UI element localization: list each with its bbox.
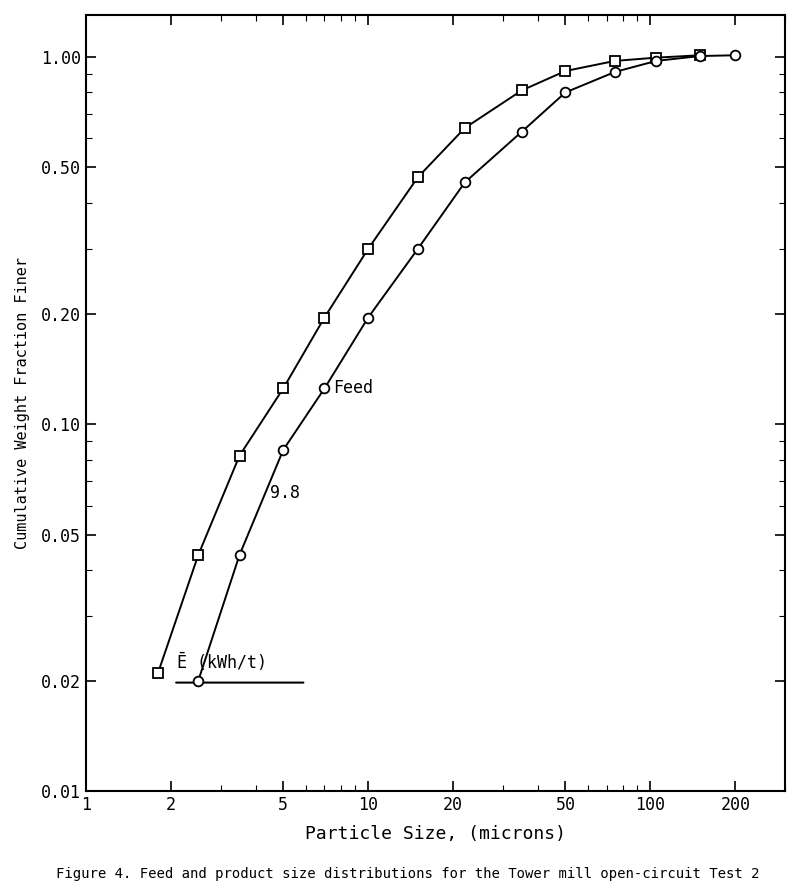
Y-axis label: Cumulative Weight Fraction Finer: Cumulative Weight Fraction Finer [15, 257, 30, 549]
Text: 9.8: 9.8 [270, 484, 300, 502]
X-axis label: Particle Size, (microns): Particle Size, (microns) [305, 825, 566, 843]
Text: Figure 4. Feed and product size distributions for the Tower mill open-circuit Te: Figure 4. Feed and product size distribu… [56, 866, 759, 881]
Text: Feed: Feed [333, 379, 373, 398]
Text: Ē (kWh/t): Ē (kWh/t) [177, 654, 267, 672]
